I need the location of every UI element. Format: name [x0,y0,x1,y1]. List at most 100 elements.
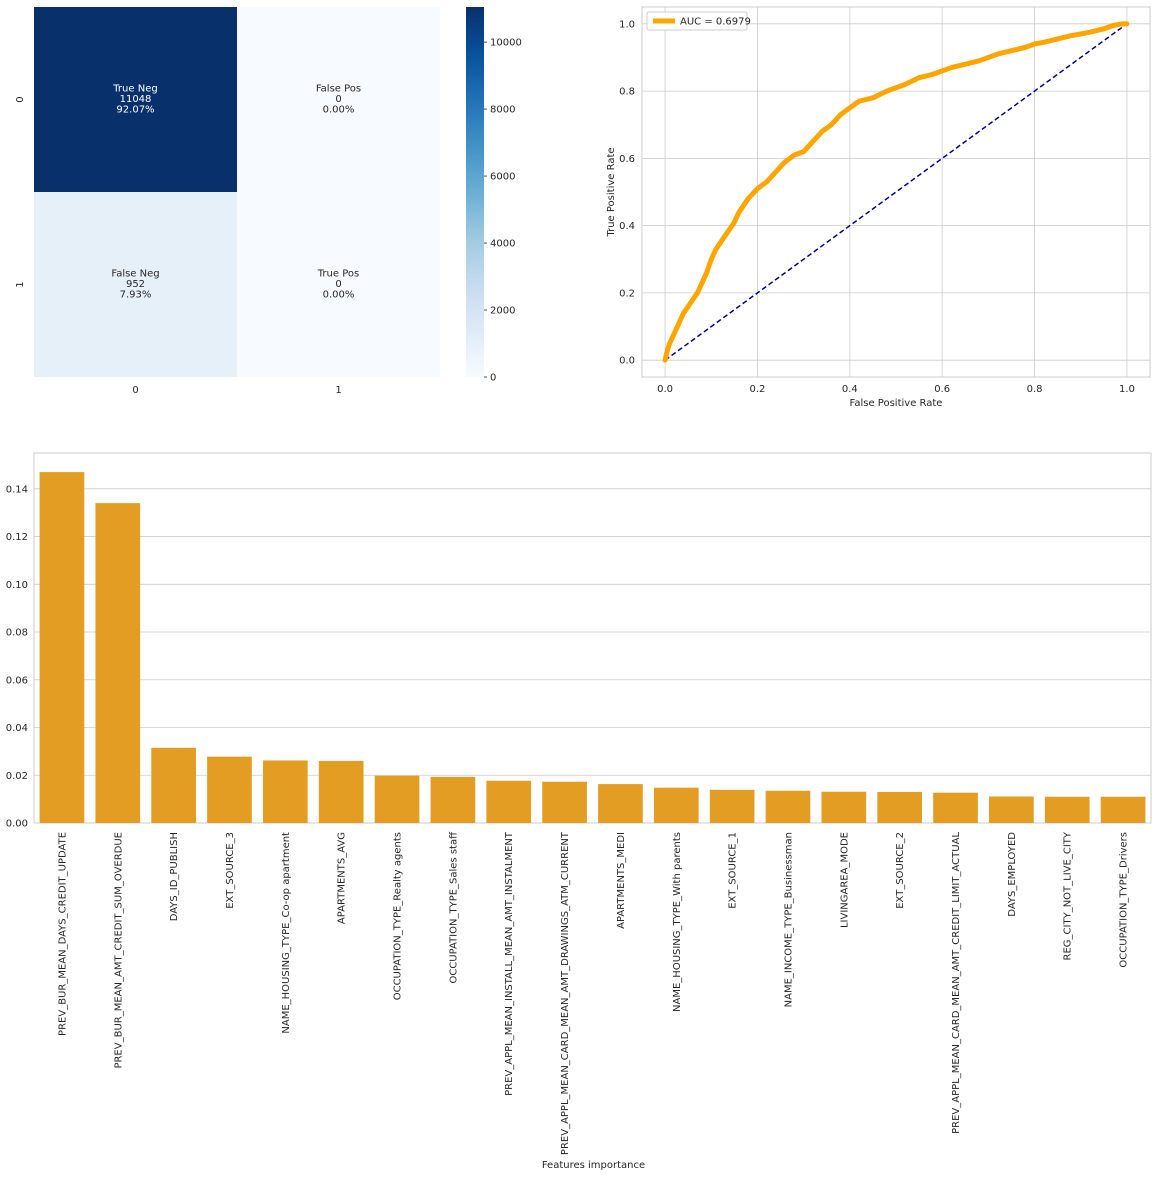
x-tick-label: 0 [132,385,138,396]
colorbar-tick-label: 10000 [490,38,522,49]
baseline-diagonal [664,23,1128,361]
y-tick-label: 1.0 [619,19,635,30]
x-tick-label: EXT_SOURCE_1 [728,832,739,909]
y-tick-label: 0.6 [619,154,635,165]
importance-bar [765,790,811,823]
heatmap-cell-label: 92.07% [116,105,154,116]
x-tick-label: 0.6 [934,384,950,395]
x-tick-label: PREV_APPL_MEAN_INSTALL_MEAN_AMT_INSTALME… [504,831,515,1096]
x-tick-label: 0.2 [750,384,766,395]
x-tick-label: EXT_SOURCE_3 [225,832,236,909]
y-tick-label: 0.06 [6,675,28,686]
x-tick-label: PREV_BUR_MEAN_AMT_CREDIT_SUM_OVERDUE [113,832,124,1069]
heatmap-cell-label: False Neg [111,269,159,280]
importance-bar [709,789,755,823]
y-tick-label: 0.12 [6,532,28,543]
importance-bar [877,791,923,823]
y-tick-label: 0.2 [619,288,635,299]
y-tick-label: 1 [15,281,26,287]
colorbar-tick-label: 2000 [490,306,515,317]
x-tick-label: 1.0 [1119,384,1135,395]
heatmap-cell-label: True Neg [112,84,157,95]
y-axis-label: True Positive Rate [606,147,617,237]
x-tick-label: 1 [335,385,341,396]
plot-border [641,6,1151,378]
importance-bar [653,787,699,823]
x-tick-label: APARTMENTS_AVG [337,832,348,924]
importance-bar [486,780,532,823]
x-tick-label: PREV_APPL_MEAN_CARD_MEAN_AMT_DRAWINGS_AT… [560,831,571,1155]
legend-box [646,11,748,31]
y-tick-label: 0.8 [619,87,635,98]
plot-area [34,453,1151,823]
importance-bar [598,784,643,823]
heatmap-cell [34,192,237,377]
heatmap-cell-label: 11048 [120,94,152,105]
y-tick-label: 0 [15,96,26,102]
x-tick-label: EXT_SOURCE_2 [895,832,906,909]
x-tick-label: LIVINGAREA_MODE [839,832,850,928]
y-tick-label: 0.08 [6,628,28,639]
x-tick-label: DAYS_EMPLOYED [1007,832,1018,917]
x-tick-label: OCCUPATION_TYPE_Realty agents [393,832,404,1000]
heatmap-cell-label: 952 [126,279,145,290]
colorbar-tick-label: 8000 [490,105,515,116]
heatmap-cell-label: 0 [335,94,341,105]
importance-bar [933,792,978,823]
x-tick-label: PREV_BUR_MEAN_DAYS_CREDIT_UPDATE [57,832,68,1036]
heatmap-cell-label: 0 [335,279,341,290]
importance-bar [262,760,308,823]
importance-bar [318,760,364,823]
y-tick-label: 0.10 [6,580,28,591]
x-tick-label: DAYS_ID_PUBLISH [169,832,180,921]
colorbar-tick-label: 4000 [490,239,515,250]
importance-bar [151,747,196,823]
heatmap-cell-label: 7.93% [120,290,152,301]
y-tick-label: 0.04 [6,723,28,734]
importance-bar [821,791,867,823]
heatmap-cell-label: False Pos [316,84,361,95]
importance-bar [1044,796,1090,823]
colorbar-tick-label: 6000 [490,172,515,183]
heatmap-cell [237,192,440,377]
x-tick-label: OCCUPATION_TYPE_Drivers [1119,832,1130,968]
x-tick-label: NAME_INCOME_TYPE_Businessman [783,832,794,1007]
x-tick-label: APARTMENTS_MEDI [616,832,627,929]
heatmap-cell [34,7,237,192]
importance-bar [207,756,252,823]
confusion-matrix-colorbar: 0 2000 4000 6000 8000 10000 [466,7,522,384]
x-tick-label: NAME_HOUSING_TYPE_Co-op apartment [281,832,292,1034]
heatmap-cell-label: True Pos [317,269,359,280]
importance-bar [39,472,85,823]
heatmap-cell-label: 0.00% [323,290,355,301]
legend-label: AUC = 0.6979 [680,17,751,28]
x-axis-label: Features importance [542,1160,645,1171]
importance-bar [542,781,587,823]
y-tick-label: 0.14 [6,484,28,495]
importance-bar [430,776,476,823]
heatmap-cell [237,7,440,192]
x-tick-label: REG_CITY_NOT_LIVE_CITY [1063,831,1074,960]
x-tick-label: 0.4 [842,384,858,395]
feature-importance-bar-chart: 0.00 0.02 0.04 0.06 0.08 0.10 0.12 0.14 PREV_BUR… [6,452,1152,1171]
x-tick-label: PREV_APPL_MEAN_CARD_MEAN_AMT_CREDIT_LIMI… [951,832,962,1134]
y-tick-label: 0.00 [6,819,28,830]
x-tick-label: 0.8 [1027,384,1043,395]
x-axis-label: False Positive Rate [850,398,943,409]
x-tick-label: 0.0 [657,384,673,395]
plot-border [33,452,1152,824]
x-tick-label: NAME_HOUSING_TYPE_With parents [672,832,683,1012]
x-tick-label: OCCUPATION_TYPE_Sales staff [448,831,459,984]
colorbar-bar [466,7,484,377]
roc-curve-chart: 0.0 0.2 0.4 0.6 0.8 1.0 0.0 0.2 0.4 0.6 0.8 1.0 AUC … [606,6,1151,409]
colorbar-tick-label: 0 [490,373,496,384]
importance-bar [1100,796,1146,823]
roc-line [662,21,1130,363]
y-tick-label: 0.02 [6,771,28,782]
importance-bar [989,796,1034,823]
importance-bar [374,775,420,823]
importance-bar [95,503,141,823]
y-tick-label: 0.0 [619,356,635,367]
